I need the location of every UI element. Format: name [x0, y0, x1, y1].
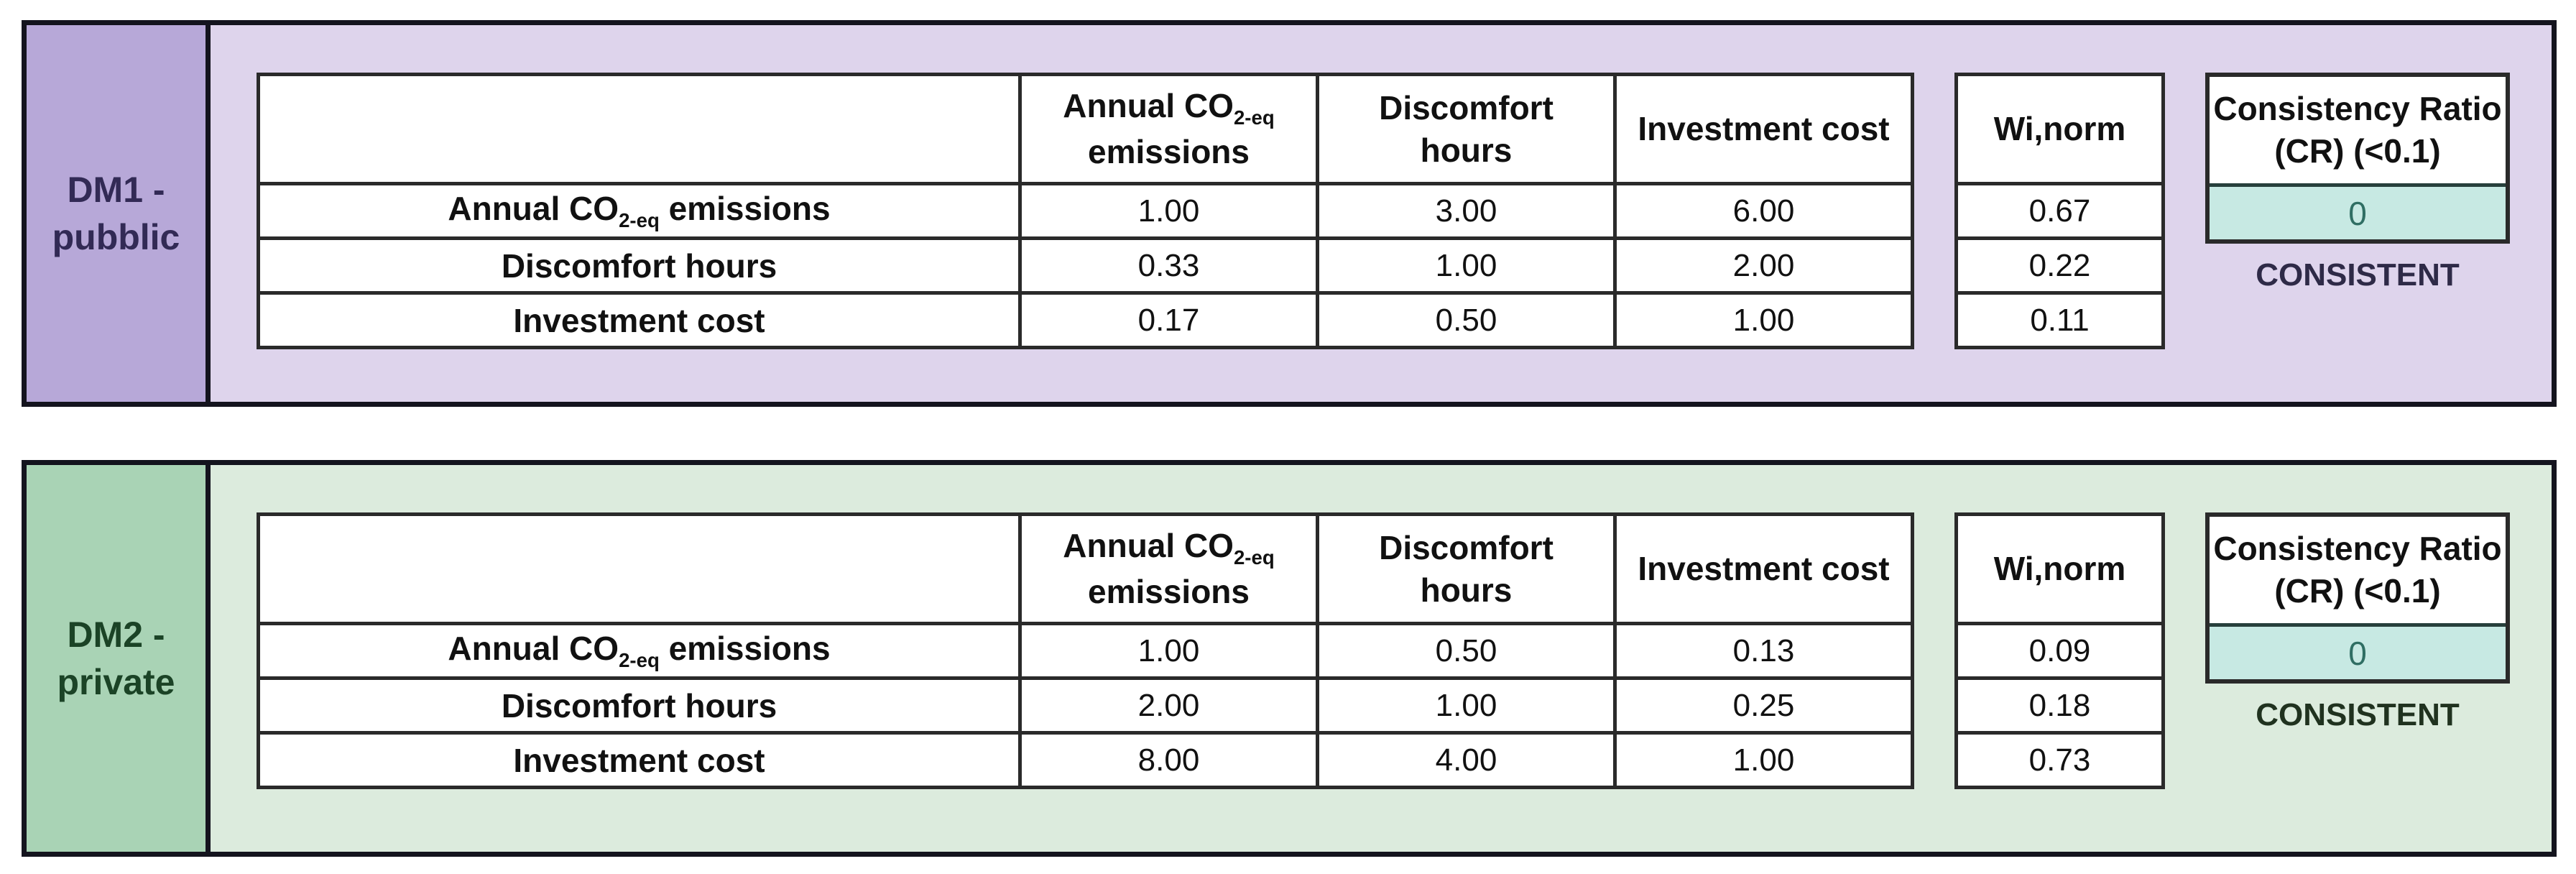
- matrix-cell: 1.00: [1613, 731, 1914, 789]
- dm2-consistency-column: Consistency Ratio (CR) (<0.1) 0 CONSISTE…: [2205, 512, 2510, 742]
- dm2-winorm-header: Wi,norm: [1954, 512, 2165, 625]
- matrix-cell: 0.25: [1613, 676, 1914, 735]
- row-label-discomfort: Discomfort hours: [257, 676, 1022, 735]
- matrix-cell: 8.00: [1018, 731, 1319, 789]
- table-row: Investment cost 0.17 0.50 1.00: [257, 291, 1914, 349]
- winorm-cell: 0.67: [1954, 182, 2165, 240]
- dm2-cr-header: Consistency Ratio (CR) (<0.1): [2213, 530, 2502, 610]
- winorm-cell: 0.11: [1954, 291, 2165, 349]
- dm1-content: Annual CO2-eq emissions Discomfort hours…: [211, 25, 2552, 402]
- dm2-corner-cell: [257, 512, 1022, 625]
- dm2-col-header-discomfort: Discomfort hours: [1316, 512, 1617, 625]
- dm1-label-line1: DM1 -: [67, 170, 165, 210]
- matrix-cell: 3.00: [1316, 182, 1617, 240]
- dm2-panel: DM2 - private Annual CO2-eq emissions Di…: [22, 460, 2557, 857]
- matrix-cell: 1.00: [1613, 291, 1914, 349]
- dm2-label: DM2 - private: [27, 465, 211, 852]
- dm2-pairwise-matrix-table: Annual CO2-eq emissions Discomfort hours…: [257, 512, 1914, 789]
- dm1-corner-cell: [257, 73, 1022, 185]
- dm2-content: Annual CO2-eq emissions Discomfort hours…: [211, 465, 2552, 852]
- dm1-label: DM1 - pubblic: [27, 25, 211, 402]
- matrix-cell: 0.50: [1316, 291, 1617, 349]
- winorm-cell: 0.73: [1954, 731, 2165, 789]
- dm1-consistency-status: CONSISTENT: [2256, 257, 2460, 293]
- table-row: Annual CO2-eq emissions 1.00 0.50 0.13: [257, 622, 1914, 680]
- dm1-col-header-investment: Investment cost: [1613, 73, 1914, 185]
- table-row: Discomfort hours 2.00 1.00 0.25: [257, 676, 1914, 735]
- dm1-cr-header: Consistency Ratio (CR) (<0.1): [2213, 90, 2502, 170]
- winorm-cell: 0.22: [1954, 236, 2165, 295]
- dm2-label-line2: private: [57, 662, 175, 702]
- dm2-col-header-co2: Annual CO2-eq emissions: [1018, 512, 1319, 625]
- table-row: Annual CO2-eq emissions 1.00 3.00 6.00: [257, 182, 1914, 240]
- matrix-cell: 1.00: [1018, 622, 1319, 680]
- matrix-cell: 1.00: [1316, 676, 1617, 735]
- dm1-pairwise-matrix-table: Annual CO2-eq emissions Discomfort hours…: [257, 73, 1914, 349]
- dm2-consistency-status: CONSISTENT: [2256, 697, 2460, 732]
- dm2-winorm-table: Wi,norm 0.09 0.18 0.73: [1954, 512, 2165, 789]
- dm2-label-line1: DM2 -: [67, 615, 165, 655]
- dm1-label-line2: pubblic: [52, 217, 180, 257]
- winorm-cell: 0.18: [1954, 676, 2165, 735]
- dm2-cr-value: 0: [2210, 623, 2506, 679]
- row-label-investment: Investment cost: [257, 291, 1022, 349]
- matrix-cell: 1.00: [1316, 236, 1617, 295]
- row-label-co2: Annual CO2-eq emissions: [257, 622, 1022, 680]
- dm1-consistency-column: Consistency Ratio (CR) (<0.1) 0 CONSISTE…: [2205, 73, 2510, 303]
- matrix-cell: 1.00: [1018, 182, 1319, 240]
- dm1-winorm-table: Wi,norm 0.67 0.22 0.11: [1954, 73, 2165, 349]
- winorm-cell: 0.09: [1954, 622, 2165, 680]
- dm1-col-header-discomfort: Discomfort hours: [1316, 73, 1617, 185]
- table-row: Investment cost 8.00 4.00 1.00: [257, 731, 1914, 789]
- row-label-co2: Annual CO2-eq emissions: [257, 182, 1022, 240]
- dm1-winorm-header: Wi,norm: [1954, 73, 2165, 185]
- dm2-col-header-investment: Investment cost: [1613, 512, 1914, 625]
- table-row: Discomfort hours 0.33 1.00 2.00: [257, 236, 1914, 295]
- matrix-cell: 4.00: [1316, 731, 1617, 789]
- dm1-cr-value: 0: [2210, 183, 2506, 239]
- matrix-cell: 0.13: [1613, 622, 1914, 680]
- matrix-cell: 6.00: [1613, 182, 1914, 240]
- row-label-discomfort: Discomfort hours: [257, 236, 1022, 295]
- row-label-investment: Investment cost: [257, 731, 1022, 789]
- matrix-cell: 2.00: [1613, 236, 1914, 295]
- dm1-consistency-box: Consistency Ratio (CR) (<0.1) 0: [2205, 73, 2510, 244]
- dm1-panel: DM1 - pubblic Annual CO2-eq emissions Di…: [22, 20, 2557, 407]
- matrix-cell: 0.50: [1316, 622, 1617, 680]
- matrix-cell: 0.33: [1018, 236, 1319, 295]
- dm1-col-header-co2: Annual CO2-eq emissions: [1018, 73, 1319, 185]
- dm2-consistency-box: Consistency Ratio (CR) (<0.1) 0: [2205, 512, 2510, 684]
- matrix-cell: 0.17: [1018, 291, 1319, 349]
- matrix-cell: 2.00: [1018, 676, 1319, 735]
